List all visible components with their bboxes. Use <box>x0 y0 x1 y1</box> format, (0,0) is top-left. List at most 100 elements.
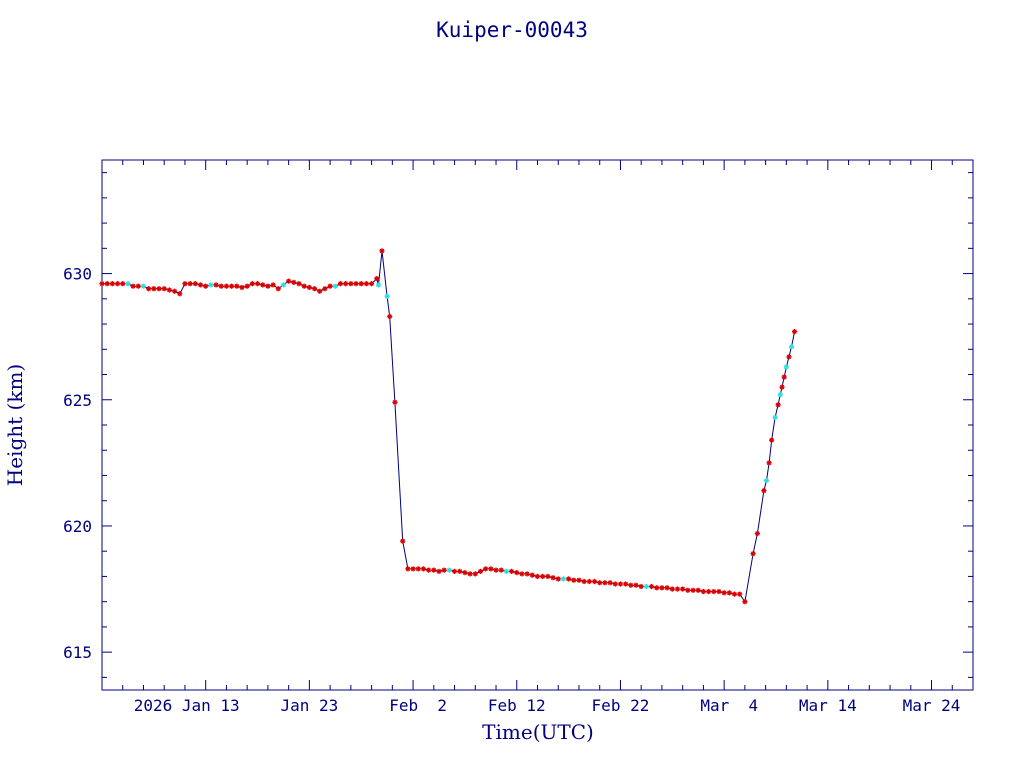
data-point <box>192 281 198 287</box>
data-point <box>229 283 235 289</box>
data-point <box>779 384 785 390</box>
data-point <box>581 578 587 585</box>
data-point <box>405 566 411 572</box>
data-point <box>498 567 504 573</box>
data-point <box>249 281 255 287</box>
data-point <box>560 576 567 582</box>
data-point <box>529 572 535 578</box>
data-point <box>431 567 437 573</box>
data-point <box>685 587 691 593</box>
data-point <box>337 281 344 287</box>
x-tick-label: Mar 14 <box>799 696 857 715</box>
data-point <box>659 585 665 591</box>
data-point <box>109 281 115 287</box>
data-point <box>358 281 364 287</box>
data-point <box>597 580 603 586</box>
data-point <box>769 437 775 443</box>
data-point <box>177 291 183 297</box>
data-point <box>343 281 349 287</box>
data-point <box>322 286 328 292</box>
data-point <box>332 283 338 289</box>
y-tick-label: 615 <box>63 643 92 662</box>
x-tick-label: Feb 2 <box>389 696 447 715</box>
data-point <box>146 286 152 292</box>
data-point <box>426 567 432 573</box>
data-series <box>99 248 798 605</box>
data-point <box>721 590 727 596</box>
series-line <box>102 250 796 604</box>
data-point <box>203 283 209 289</box>
data-point <box>275 286 281 292</box>
data-point <box>488 566 494 572</box>
data-point <box>628 582 634 588</box>
data-point <box>446 567 452 573</box>
data-point <box>716 588 722 595</box>
data-point <box>306 284 312 291</box>
data-point <box>239 284 245 291</box>
data-point <box>591 578 598 585</box>
data-point <box>410 566 416 572</box>
x-tick-label: Mar 4 <box>700 696 758 715</box>
data-point <box>775 402 781 408</box>
data-point <box>524 571 530 577</box>
data-point <box>114 281 121 287</box>
data-point <box>503 568 509 574</box>
data-point <box>761 488 767 494</box>
x-tick-label: Feb 12 <box>488 696 546 715</box>
x-tick-label: 2026 Jan 13 <box>134 696 240 715</box>
data-point <box>348 281 354 287</box>
data-point <box>566 576 572 582</box>
data-point <box>674 586 681 592</box>
data-point <box>156 286 162 292</box>
data-point <box>441 567 447 573</box>
data-point <box>766 460 772 466</box>
data-point <box>472 571 478 577</box>
data-point <box>265 283 271 289</box>
data-point <box>384 293 390 299</box>
data-point <box>296 281 302 287</box>
data-point <box>244 283 250 289</box>
data-point <box>99 281 105 287</box>
data-point <box>705 588 712 595</box>
data-point <box>387 313 393 320</box>
data-point <box>742 599 748 605</box>
data-point <box>120 281 126 287</box>
data-point <box>607 580 613 586</box>
data-point <box>415 566 421 572</box>
data-point <box>104 281 110 287</box>
y-tick-label: 620 <box>63 517 92 536</box>
data-point <box>140 283 147 289</box>
data-point <box>363 281 370 287</box>
data-point <box>375 282 382 288</box>
data-point <box>783 364 789 370</box>
data-point <box>457 568 463 574</box>
data-point <box>555 576 561 582</box>
data-point <box>493 567 499 573</box>
data-point <box>392 399 398 405</box>
data-point <box>420 566 427 572</box>
data-point <box>763 477 770 484</box>
data-point <box>534 573 541 580</box>
data-point <box>353 281 359 287</box>
data-point <box>182 281 188 287</box>
axis-ticks: 615 620 625 630 2026 Jan 13 Jan 23 Feb 2 Feb 12… <box>63 160 974 715</box>
data-point <box>467 571 473 577</box>
data-point <box>791 329 798 335</box>
data-point <box>576 577 582 583</box>
data-point <box>280 282 287 288</box>
data-point <box>208 282 214 288</box>
data-point <box>669 586 675 592</box>
data-point <box>695 587 701 593</box>
data-point <box>368 281 375 287</box>
data-point <box>633 582 639 588</box>
y-axis-label: Height (km) <box>3 364 27 486</box>
data-point <box>781 374 787 380</box>
data-point <box>731 591 738 597</box>
data-point <box>286 278 292 284</box>
data-point <box>508 568 515 574</box>
data-point <box>151 286 157 292</box>
x-tick-label: Jan 23 <box>280 696 338 715</box>
data-point <box>519 571 525 577</box>
data-point <box>737 591 743 597</box>
data-point <box>648 583 655 590</box>
